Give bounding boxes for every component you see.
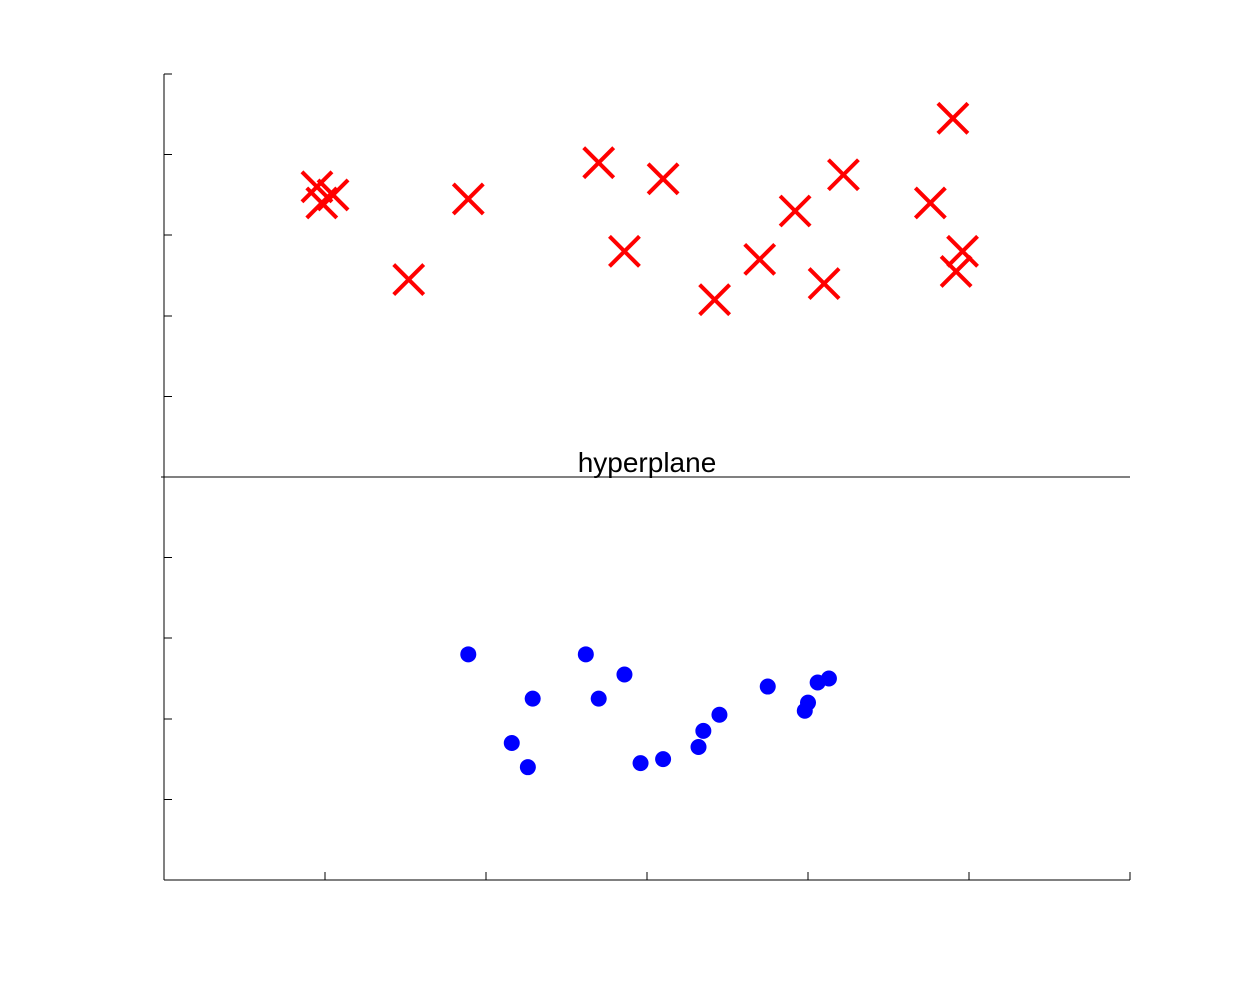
cross-marker [946,234,979,268]
circle-marker [695,722,712,739]
series-circle [460,646,837,776]
cross-marker [392,263,426,296]
cross-marker [778,194,812,228]
circle-marker [820,670,837,687]
circle-marker [616,666,633,683]
y-axis-ticks [164,73,172,881]
cross-marker [743,242,777,276]
cross-marker [582,146,616,180]
hyperplane-label: hyperplane [578,447,717,478]
cross-marker [827,158,860,192]
data-series [300,101,979,776]
cross-marker [939,255,973,288]
circle-marker [590,690,607,707]
circle-marker [632,755,649,772]
circle-marker [460,646,477,663]
cross-marker [807,267,841,300]
circle-marker [577,646,594,663]
cross-marker [646,162,680,196]
cross-marker [913,186,947,220]
circle-marker [524,690,541,707]
series-cross [300,101,979,317]
cross-marker [936,101,970,135]
circle-marker [711,706,728,723]
cross-marker [451,182,485,216]
cross-marker [316,178,350,212]
circle-marker [759,678,776,695]
circle-marker [503,734,520,751]
cross-marker [608,234,641,268]
circle-marker [690,739,707,756]
circle-marker [655,751,672,768]
x-axis-ticks [163,872,1131,880]
circle-marker [519,759,536,776]
cross-marker [698,283,732,317]
circle-marker [800,694,816,711]
